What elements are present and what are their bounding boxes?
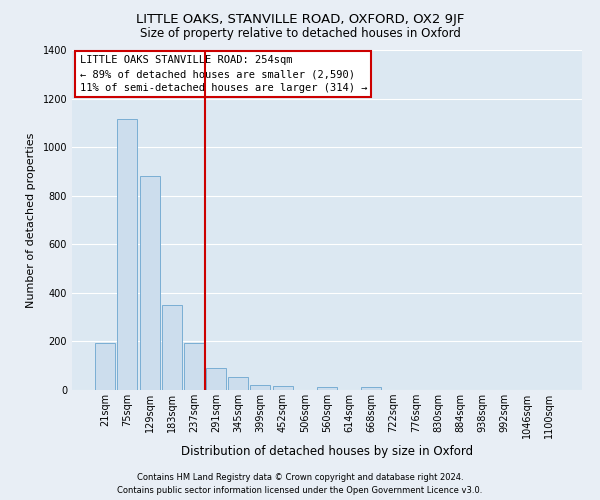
Text: LITTLE OAKS, STANVILLE ROAD, OXFORD, OX2 9JF: LITTLE OAKS, STANVILLE ROAD, OXFORD, OX2… (136, 12, 464, 26)
Bar (317, 387, 337, 390)
Text: Contains public sector information licensed under the Open Government Licence v3: Contains public sector information licen… (118, 486, 482, 495)
Bar (118, 119, 137, 390)
Bar (95, 342, 115, 390)
Bar (250, 384, 271, 390)
Bar (162, 305, 182, 390)
Bar (140, 176, 160, 390)
Bar (272, 386, 293, 390)
X-axis label: Distribution of detached houses by size in Oxford: Distribution of detached houses by size … (181, 445, 473, 458)
Bar (228, 376, 248, 390)
Bar (184, 342, 204, 390)
Bar (361, 387, 382, 390)
Text: Size of property relative to detached houses in Oxford: Size of property relative to detached ho… (140, 28, 460, 40)
Y-axis label: Number of detached properties: Number of detached properties (26, 132, 35, 308)
Bar (206, 368, 226, 390)
Text: LITTLE OAKS STANVILLE ROAD: 254sqm
← 89% of detached houses are smaller (2,590)
: LITTLE OAKS STANVILLE ROAD: 254sqm ← 89%… (80, 55, 367, 93)
Text: Contains HM Land Registry data © Crown copyright and database right 2024.: Contains HM Land Registry data © Crown c… (137, 472, 463, 482)
